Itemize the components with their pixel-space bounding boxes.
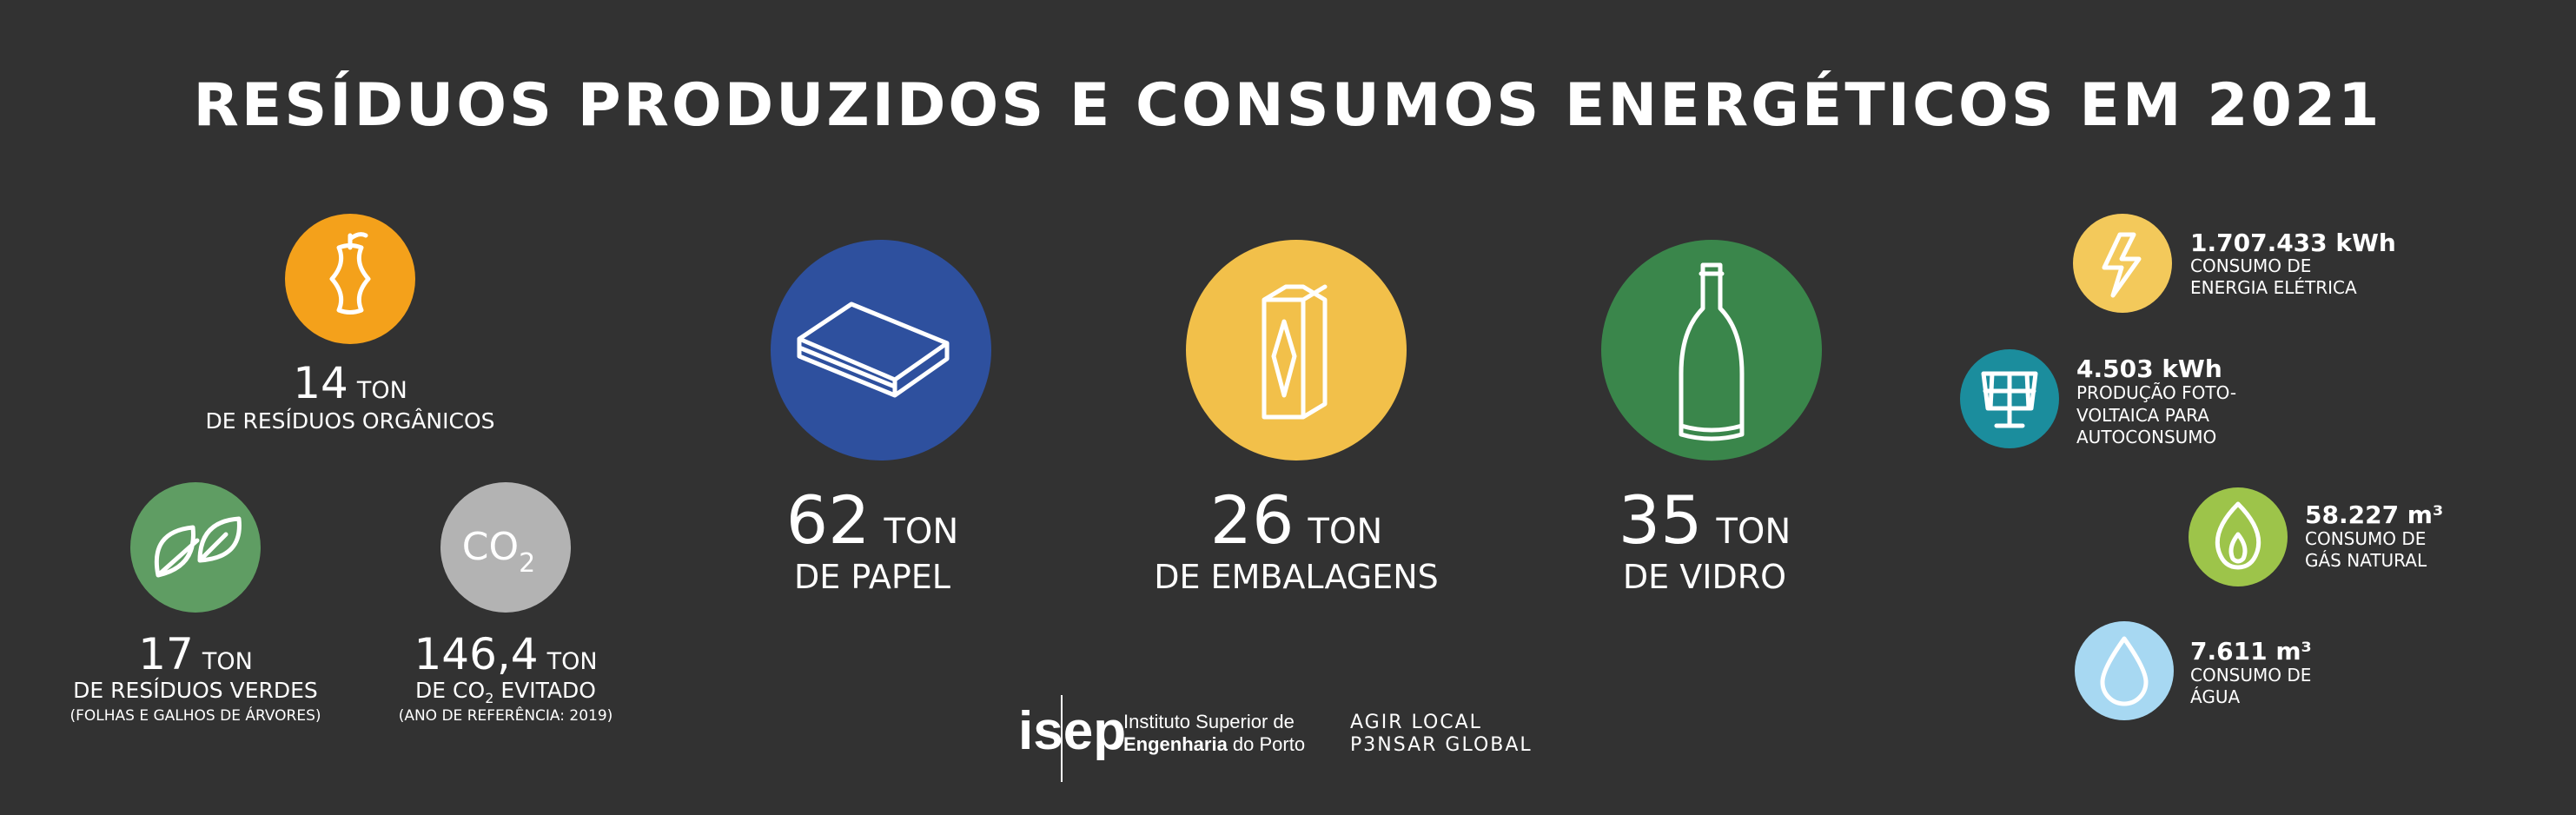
organic-icon-bg [285,214,415,344]
paper-amount: 62 TON [786,481,959,559]
solar-line: VOLTAICA PARA [2076,405,2209,426]
packaging-amount: 26 TON [1210,481,1383,559]
electricity-icon-bg [2073,214,2172,313]
water-line: CONSUMO DE [2190,665,2311,686]
solar-value: 4.503 kWh [2076,354,2222,383]
co2-note: (ANO DE REFERÊNCIA: 2019) [399,706,613,725]
glass-amount: 35 TON [1619,481,1791,559]
bolt-icon [2102,232,2142,298]
water-line: ÁGUA [2190,686,2240,707]
co2-label: DE CO2 EVITADO [415,678,596,706]
green-icon-bg [130,482,261,613]
glass-icon-bg [1601,240,1822,461]
carton-icon [1262,284,1328,420]
leaves-icon [154,516,242,578]
title: RESÍDUOS PRODUZIDOS E CONSUMOS ENERGÉTIC… [194,70,2382,140]
green-amount: 17 TON [138,629,253,679]
solar-line: AUTOCONSUMO [2076,427,2216,447]
apple-core-icon [329,232,371,315]
gas-line: GÁS NATURAL [2305,550,2427,571]
institute-line: Engenharia do Porto [1123,733,1305,755]
institute-line: Instituto Superior de [1123,711,1295,732]
electricity-value: 1.707.433 kWh [2190,229,2396,257]
co2-icon-bg [440,482,571,613]
glass-label: DE VIDRO [1623,558,1786,596]
organic-label: DE RESÍDUOS ORGÂNICOS [205,408,494,434]
packaging-label: DE EMBALAGENS [1154,558,1439,596]
gas-value: 58.227 m³ [2305,500,2443,529]
slogan-line: AGIR LOCAL [1350,712,1482,733]
organic-amount: 14 TON [293,358,407,408]
panel-icon [1981,371,2038,428]
electricity-line: CONSUMO DE [2190,255,2311,276]
solar-line: PRODUÇÃO FOTO- [2076,382,2236,403]
co2-amount: 146,4 TON [414,629,597,679]
bottle-icon [1679,262,1745,441]
electricity-line: ENERGIA ELÉTRICA [2190,277,2357,298]
packaging-icon-bg [1186,240,1407,461]
co2-icon: CO2 [462,525,535,579]
drop-icon [2100,636,2149,706]
gas-line: CONSUMO DE [2305,528,2426,549]
slogan-line: P3NSAR GLOBAL [1350,734,1533,756]
water-icon-bg [2075,621,2174,720]
paper-label: DE PAPEL [794,558,950,596]
paper-icon-bg [771,240,991,461]
paper-icon [797,301,950,398]
green-label: DE RESÍDUOS VERDES [73,678,318,703]
isep-logo: isep [1018,701,1126,761]
green-note: (FOLHAS E GALHOS DE ÁRVORES) [70,706,321,725]
water-value: 7.611 m³ [2190,637,2312,666]
flame-icon [2215,501,2261,570]
